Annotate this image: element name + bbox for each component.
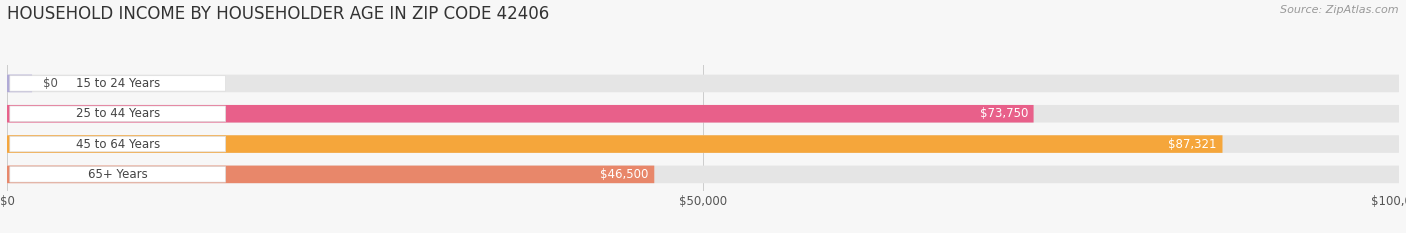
FancyBboxPatch shape bbox=[7, 105, 1033, 123]
FancyBboxPatch shape bbox=[7, 166, 654, 183]
Text: HOUSEHOLD INCOME BY HOUSEHOLDER AGE IN ZIP CODE 42406: HOUSEHOLD INCOME BY HOUSEHOLDER AGE IN Z… bbox=[7, 5, 550, 23]
FancyBboxPatch shape bbox=[7, 135, 1399, 153]
Text: Source: ZipAtlas.com: Source: ZipAtlas.com bbox=[1281, 5, 1399, 15]
FancyBboxPatch shape bbox=[10, 76, 225, 91]
FancyBboxPatch shape bbox=[10, 167, 225, 182]
Text: 65+ Years: 65+ Years bbox=[87, 168, 148, 181]
FancyBboxPatch shape bbox=[7, 75, 1399, 92]
Text: 15 to 24 Years: 15 to 24 Years bbox=[76, 77, 160, 90]
FancyBboxPatch shape bbox=[10, 106, 225, 121]
Text: $87,321: $87,321 bbox=[1168, 137, 1218, 151]
FancyBboxPatch shape bbox=[7, 135, 1222, 153]
FancyBboxPatch shape bbox=[10, 136, 225, 152]
FancyBboxPatch shape bbox=[7, 166, 1399, 183]
Text: $73,750: $73,750 bbox=[980, 107, 1028, 120]
Text: $46,500: $46,500 bbox=[600, 168, 648, 181]
Text: $0: $0 bbox=[44, 77, 58, 90]
Text: 45 to 64 Years: 45 to 64 Years bbox=[76, 137, 160, 151]
FancyBboxPatch shape bbox=[7, 105, 1399, 123]
FancyBboxPatch shape bbox=[7, 75, 32, 92]
Text: 25 to 44 Years: 25 to 44 Years bbox=[76, 107, 160, 120]
